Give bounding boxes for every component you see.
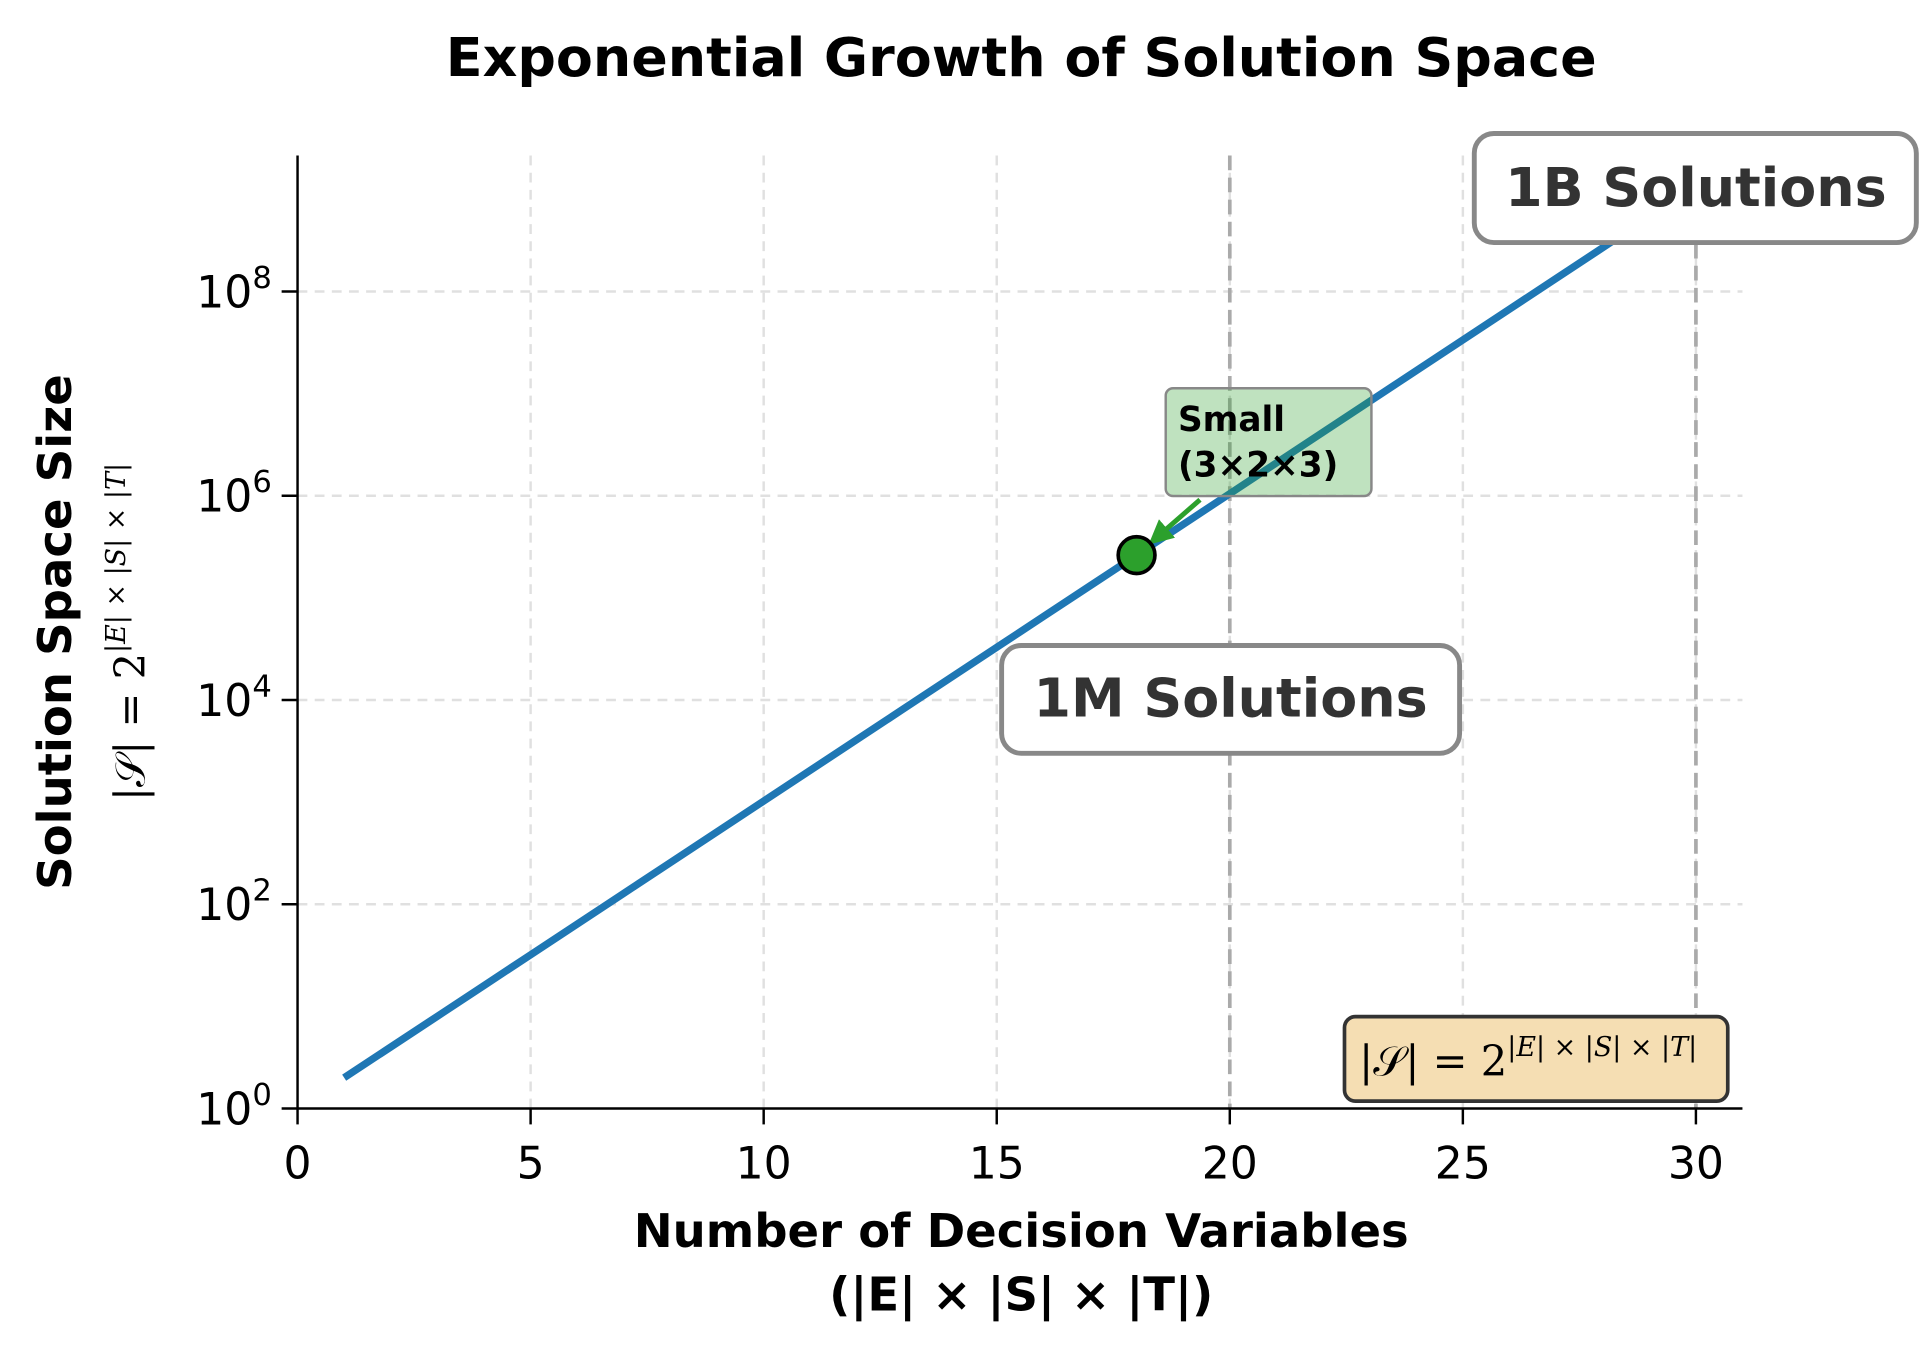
x-tick-label: 20 <box>1202 1138 1258 1189</box>
reference-lines <box>1227 155 1698 1109</box>
y-axis-label: Solution Space Size <box>28 374 82 890</box>
formula-box-bg <box>1342 1014 1730 1103</box>
series-group <box>342 183 1698 1081</box>
x-tick-label: 10 <box>736 1138 792 1189</box>
annotation-1b-text: 1B Solutions <box>1505 156 1887 219</box>
annotation-1b-box <box>1471 131 1919 245</box>
x-axis-label-line2: (|E| × |S| × |T|) <box>829 1268 1213 1323</box>
formula-base: |𝒮| = 2 <box>1359 1036 1507 1085</box>
x-tick-label: 25 <box>1435 1138 1491 1189</box>
x-ticks: 0 5 10 15 20 25 30 <box>284 1108 1724 1189</box>
annotation-1m: 1M Solutions <box>999 643 1463 756</box>
y-formula-base: |𝒮| = 2 <box>105 653 154 801</box>
highlight-point <box>1116 534 1157 576</box>
series-line <box>342 183 1698 1081</box>
annotation-1m-text: 1M Solutions <box>1034 667 1428 730</box>
y-ticks: 100 102 104 106 108 <box>196 261 298 1136</box>
small-annotation: Small (3×2×3) <box>1148 387 1373 545</box>
y-axis-formula: |𝒮| = 2|E| × |S| × |T| <box>101 463 155 801</box>
x-axis-label-line1: Number of Decision Variables <box>634 1204 1409 1258</box>
y-tick-label: 102 <box>196 874 272 932</box>
annotation-1m-box <box>999 643 1463 756</box>
formula-exponent: |E| × |S| × |T| <box>1507 1032 1697 1063</box>
y-tick-label: 104 <box>196 669 272 727</box>
y-tick-label: 106 <box>196 465 272 523</box>
formula-box: |𝒮| = 2|E| × |S| × |T| <box>1342 1014 1730 1103</box>
x-tick-label: 15 <box>969 1138 1025 1189</box>
chart-title: Exponential Growth of Solution Space <box>446 26 1597 89</box>
x-tick-label: 30 <box>1668 1138 1724 1189</box>
small-label-line2: (3×2×3) <box>1178 445 1338 485</box>
small-annotation-box <box>1164 387 1373 498</box>
annotation-1b: 1B Solutions <box>1471 131 1919 245</box>
x-tick-label: 5 <box>517 1138 545 1189</box>
y-formula-exponent: |E| × |S| × |T| <box>101 463 132 653</box>
y-tick-label: 108 <box>196 261 272 319</box>
formula-text: |𝒮| = 2|E| × |S| × |T| <box>1359 1032 1697 1086</box>
small-label-line1: Small <box>1178 400 1285 440</box>
y-tick-label: 100 <box>196 1078 272 1136</box>
annotation-arrow <box>1148 497 1202 545</box>
x-tick-label: 0 <box>284 1138 312 1189</box>
